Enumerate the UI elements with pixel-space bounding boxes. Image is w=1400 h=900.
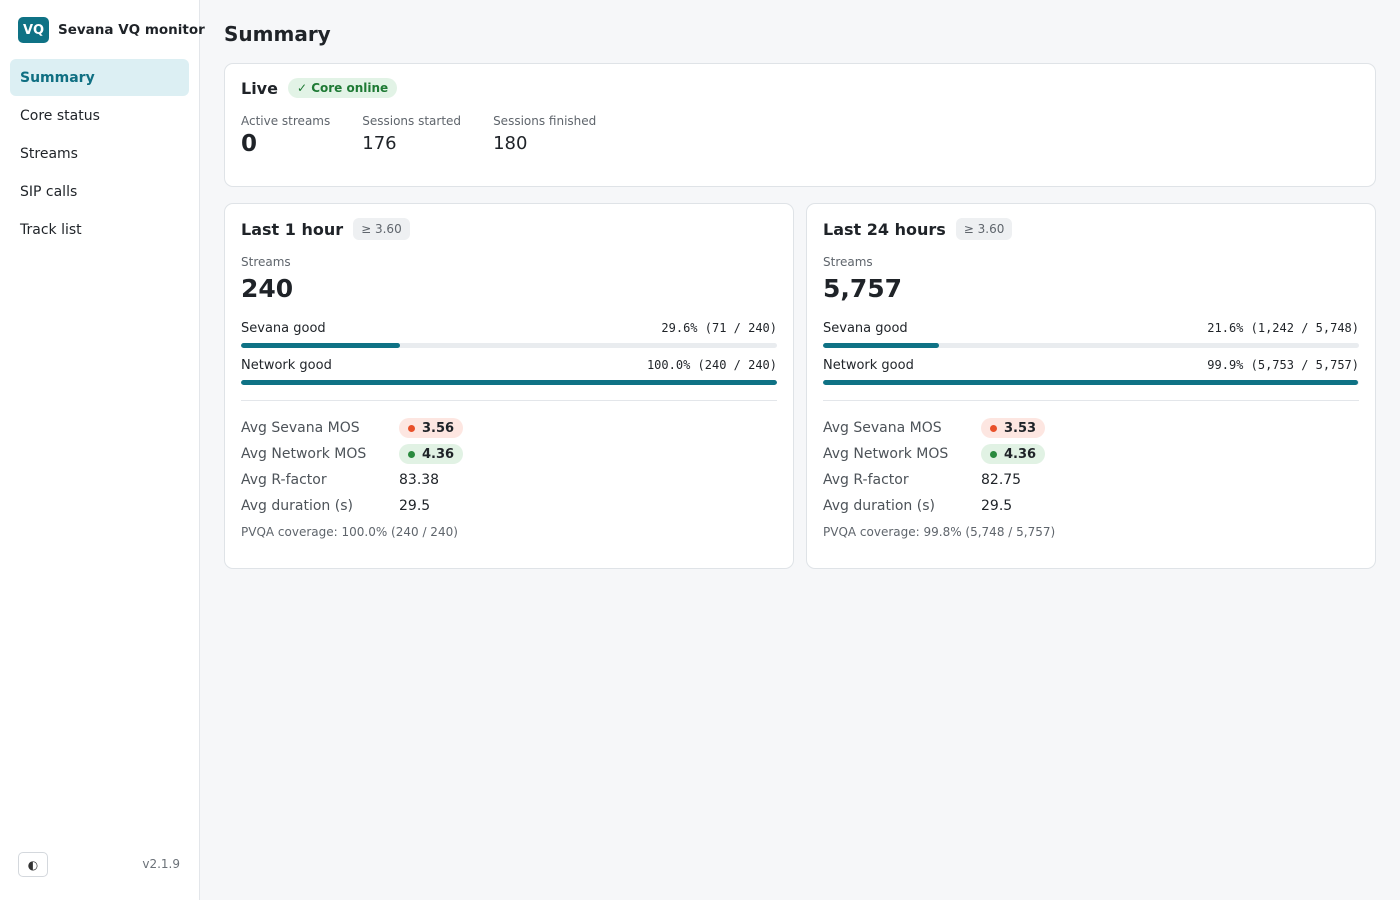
sevana-good-progress-fill (823, 343, 939, 348)
avg-sevana-mos-label: Avg Sevana MOS (823, 420, 942, 436)
metric-row: Avg R-factor 82.75 (823, 467, 1045, 493)
divider (241, 400, 777, 401)
network-good-progress-fill (241, 380, 777, 385)
sevana-good-value: 29.6% (71 / 240) (661, 321, 777, 335)
status-dot-icon (408, 424, 415, 432)
page-title: Summary (224, 22, 331, 46)
last-24h-title: Last 24 hours (823, 219, 946, 239)
pvqa-coverage: PVQA coverage: 100.0% (240 / 240) (241, 525, 458, 539)
metrics-list: Avg Sevana MOS 3.56 Avg Network MOS 4.36… (241, 415, 464, 519)
sessions-started-label: Sessions started (362, 114, 462, 128)
avg-network-mos-value: 4.36 (1004, 446, 1037, 462)
metric-row: Avg Network MOS 4.36 (241, 441, 464, 467)
active-streams-value: 0 (241, 131, 258, 157)
last-24h-card: Last 24 hours ≥ 3.60 Streams 5,757 Sevan… (806, 203, 1376, 569)
avg-rfactor-label: Avg R-factor (823, 472, 909, 488)
network-good-value: 100.0% (240 / 240) (646, 358, 777, 372)
sessions-finished-label: Sessions finished (493, 114, 597, 128)
last-hour-card: Last 1 hour ≥ 3.60 Streams 240 Sevana go… (224, 203, 794, 569)
half-circle-icon: ◐ (27, 857, 39, 872)
sidebar-nav: Summary Core status Streams SIP calls Tr… (10, 59, 189, 249)
avg-network-mos-value: 4.36 (422, 446, 455, 462)
avg-network-mos-badge: 4.36 (399, 444, 464, 464)
avg-network-mos-label: Avg Network MOS (823, 446, 949, 462)
sessions-started-stat: Sessions started 176 (362, 114, 461, 157)
network-good-value: 99.9% (5,753 / 5,757) (1207, 358, 1359, 372)
streams-count: 5,757 (823, 274, 903, 303)
sevana-good-meter: Sevana good 29.6% (71 / 240) (241, 321, 777, 348)
sevana-good-meter: Sevana good 21.6% (1,242 / 5,748) (823, 321, 1359, 348)
avg-sevana-mos-label: Avg Sevana MOS (241, 420, 360, 436)
status-dot-icon (408, 450, 415, 458)
network-good-progress-track (823, 380, 1359, 385)
live-title: Live (241, 78, 278, 98)
network-good-label: Network good (823, 358, 914, 373)
avg-sevana-mos-badge: 3.53 (981, 418, 1046, 438)
avg-sevana-mos-badge: 3.56 (399, 418, 464, 438)
sidebar-item-sip-calls[interactable]: SIP calls (20, 183, 78, 200)
avg-duration-value: 29.5 (981, 498, 1013, 514)
sessions-finished-value: 180 (493, 133, 528, 154)
avg-duration-value: 29.5 (399, 498, 431, 514)
avg-sevana-mos-value: 3.56 (422, 420, 455, 436)
avg-network-mos-badge: 4.36 (981, 444, 1046, 464)
metric-row: Avg duration (s) 29.5 (823, 493, 1045, 519)
network-good-meter: Network good 100.0% (240 / 240) (241, 358, 777, 385)
network-good-progress-fill (823, 380, 1359, 385)
streams-count: 240 (241, 274, 294, 303)
avg-rfactor-value: 82.75 (981, 472, 1022, 488)
avg-rfactor-label: Avg R-factor (241, 472, 327, 488)
app-version: v2.1.9 (142, 857, 180, 871)
sidebar-item-core-status[interactable]: Core status (20, 107, 100, 124)
metric-row: Avg Sevana MOS 3.56 (241, 415, 464, 441)
app-name: Sevana VQ monitor (58, 22, 205, 38)
avg-rfactor-value: 83.38 (399, 472, 440, 488)
sidebar-item-summary[interactable]: Summary (10, 59, 189, 96)
divider (823, 400, 1359, 401)
threshold-badge: ≥ 3.60 (353, 218, 410, 240)
sevana-good-value: 21.6% (1,242 / 5,748) (1207, 321, 1359, 335)
sevana-good-progress-track (241, 343, 777, 348)
metric-row: Avg R-factor 83.38 (241, 467, 463, 493)
last-hour-title: Last 1 hour (241, 219, 344, 239)
network-good-label: Network good (241, 358, 332, 373)
metric-row: Avg Sevana MOS 3.53 (823, 415, 1046, 441)
streams-label: Streams (241, 255, 291, 269)
theme-toggle-button[interactable]: ◐ (18, 852, 48, 877)
pvqa-coverage: PVQA coverage: 99.8% (5,748 / 5,757) (823, 525, 1056, 539)
metrics-list: Avg Sevana MOS 3.53 Avg Network MOS 4.36… (823, 415, 1046, 519)
network-good-progress-track (241, 380, 777, 385)
metric-row: Avg duration (s) 29.5 (241, 493, 463, 519)
streams-label: Streams (823, 255, 873, 269)
metric-row: Avg Network MOS 4.36 (823, 441, 1046, 467)
status-dot-icon (990, 450, 997, 458)
avg-duration-label: Avg duration (s) (823, 498, 935, 514)
avg-sevana-mos-value: 3.53 (1004, 420, 1037, 436)
sidebar-item-streams[interactable]: Streams (20, 145, 78, 162)
brand[interactable]: VQ Sevana VQ monitor (18, 17, 205, 43)
sevana-good-progress-track (823, 343, 1359, 348)
active-streams-label: Active streams (241, 114, 331, 128)
sessions-finished-stat: Sessions finished 180 (493, 114, 596, 157)
sevana-good-progress-fill (241, 343, 400, 348)
sidebar-item-track-list[interactable]: Track list (20, 221, 82, 238)
sevana-good-label: Sevana good (823, 321, 908, 336)
avg-network-mos-label: Avg Network MOS (241, 446, 367, 462)
sevana-good-label: Sevana good (241, 321, 326, 336)
threshold-badge: ≥ 3.60 (955, 218, 1013, 240)
sessions-started-value: 176 (362, 133, 397, 154)
network-good-meter: Network good 99.9% (5,753 / 5,757) (823, 358, 1359, 385)
live-card: Live ✓ Core online Active streams 0 Sess… (224, 63, 1376, 187)
core-status-badge: ✓ Core online (287, 78, 398, 98)
avg-duration-label: Avg duration (s) (241, 498, 353, 514)
app-logo: VQ (18, 17, 49, 43)
status-dot-icon (990, 424, 997, 432)
sidebar: VQ Sevana VQ monitor Summary Core status… (0, 0, 205, 900)
active-streams-stat: Active streams 0 (241, 114, 330, 157)
